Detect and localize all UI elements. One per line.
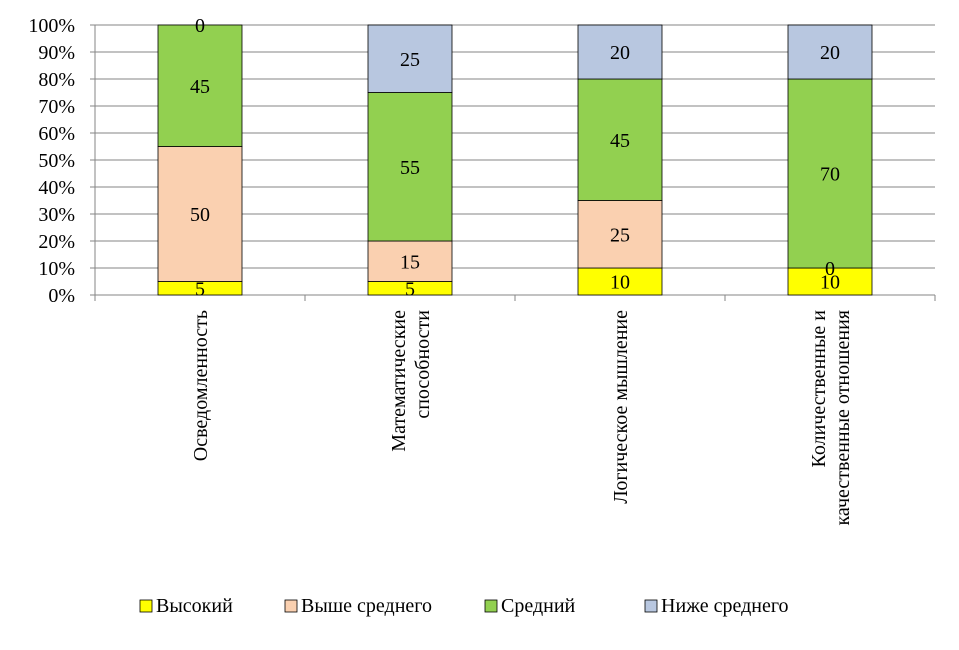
data-label: 45 bbox=[610, 130, 630, 152]
bar-segment bbox=[577, 78, 663, 201]
legend-entry: Ниже среднего bbox=[661, 595, 789, 617]
bar-segment bbox=[367, 24, 453, 93]
category-label: Осведомленность bbox=[190, 310, 212, 461]
category-labels: Осведомленность Математические способности… bbox=[190, 310, 854, 526]
bar-segment bbox=[787, 267, 873, 296]
category-label-line: Количественные и bbox=[808, 310, 830, 468]
legend-swatch bbox=[644, 599, 658, 613]
data-label: 50 bbox=[190, 204, 210, 226]
data-label: 45 bbox=[190, 76, 210, 98]
data-label: 55 bbox=[400, 157, 420, 179]
legend-entry: Выше среднего bbox=[301, 595, 432, 617]
bar-segment bbox=[157, 24, 243, 147]
data-label: 10 bbox=[820, 272, 840, 294]
y-tick-label: 30% bbox=[38, 204, 75, 226]
legend-swatch bbox=[484, 599, 498, 613]
data-label: 5 bbox=[195, 278, 205, 300]
y-tick-label: 90% bbox=[38, 42, 75, 64]
bar-segment bbox=[787, 78, 873, 269]
data-label: 25 bbox=[400, 49, 420, 71]
category-label-line: Осведомленность bbox=[190, 310, 212, 461]
data-label: 5 bbox=[405, 278, 415, 300]
category-label-line: качественные отношения bbox=[832, 310, 854, 526]
y-tick-label: 20% bbox=[38, 231, 75, 253]
y-tick-label: 80% bbox=[38, 69, 75, 91]
category-label: Математические способности bbox=[388, 310, 434, 452]
data-label: 0 bbox=[195, 15, 205, 37]
data-label: 15 bbox=[400, 251, 420, 273]
category-label: Логическое мышление bbox=[610, 310, 632, 504]
legend: Высокий Выше среднего Средний Ниже среднего bbox=[139, 595, 789, 617]
category-label-line: Математические bbox=[388, 310, 410, 452]
bar-segment bbox=[787, 24, 873, 80]
y-tick-label: 70% bbox=[38, 96, 75, 118]
category-label-line: Логическое мышление bbox=[610, 310, 632, 504]
y-tick-label: 40% bbox=[38, 177, 75, 199]
legend-swatch bbox=[284, 599, 298, 613]
legend-entry: Высокий bbox=[156, 595, 233, 617]
category-label-line: способности bbox=[412, 310, 434, 419]
data-label: 25 bbox=[610, 224, 630, 246]
category-label: Количественные и качественные отношения bbox=[808, 310, 854, 526]
data-label: 20 bbox=[610, 42, 630, 64]
bars bbox=[157, 24, 873, 296]
y-tick-label: 100% bbox=[28, 15, 75, 37]
bar-segment bbox=[577, 267, 663, 296]
bar-segment bbox=[577, 24, 663, 80]
bar-segment bbox=[157, 146, 243, 282]
legend-entry: Средний bbox=[501, 595, 576, 617]
axes: 0% 10% 20% 30% 40% 50% 60% 70% 80% 90% 100% bbox=[28, 15, 936, 307]
legend-swatch bbox=[139, 599, 153, 613]
bar-segment bbox=[367, 240, 453, 282]
bar-segment bbox=[577, 200, 663, 269]
y-tick-label: 0% bbox=[48, 285, 75, 307]
bar-segment bbox=[367, 92, 453, 242]
data-label: 0 bbox=[825, 258, 835, 280]
y-tick-label: 60% bbox=[38, 123, 75, 145]
data-label: 10 bbox=[610, 272, 630, 294]
data-label: 20 bbox=[820, 42, 840, 64]
data-label: 70 bbox=[820, 164, 840, 186]
y-tick-label: 10% bbox=[38, 258, 75, 280]
y-tick-label: 50% bbox=[38, 150, 75, 172]
